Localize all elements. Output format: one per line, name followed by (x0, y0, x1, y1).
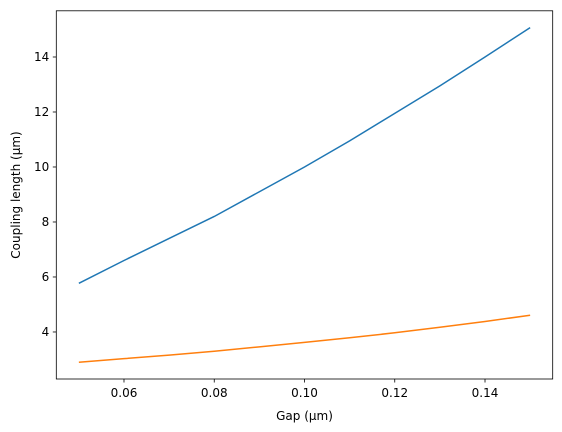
plot-frame (55, 10, 554, 380)
y-tick-label: 12 (34, 105, 49, 119)
y-tick-label: 10 (34, 160, 49, 174)
y-tick-label: 6 (42, 270, 50, 284)
y-tick-label: 4 (42, 325, 50, 339)
data-line (78, 26, 531, 284)
y-tick-label: 14 (34, 50, 49, 64)
x-tick-label: 0.08 (201, 386, 228, 400)
x-axis-label: Gap (µm) (276, 409, 333, 423)
data-line (78, 314, 531, 363)
x-tick-label: 0.06 (111, 386, 138, 400)
x-tick-label: 0.10 (291, 386, 318, 400)
x-tick-label: 0.14 (472, 386, 499, 400)
y-tick-label: 8 (42, 215, 50, 229)
x-tick-label: 0.12 (381, 386, 408, 400)
y-axis-label: Coupling length (µm) (9, 131, 23, 258)
